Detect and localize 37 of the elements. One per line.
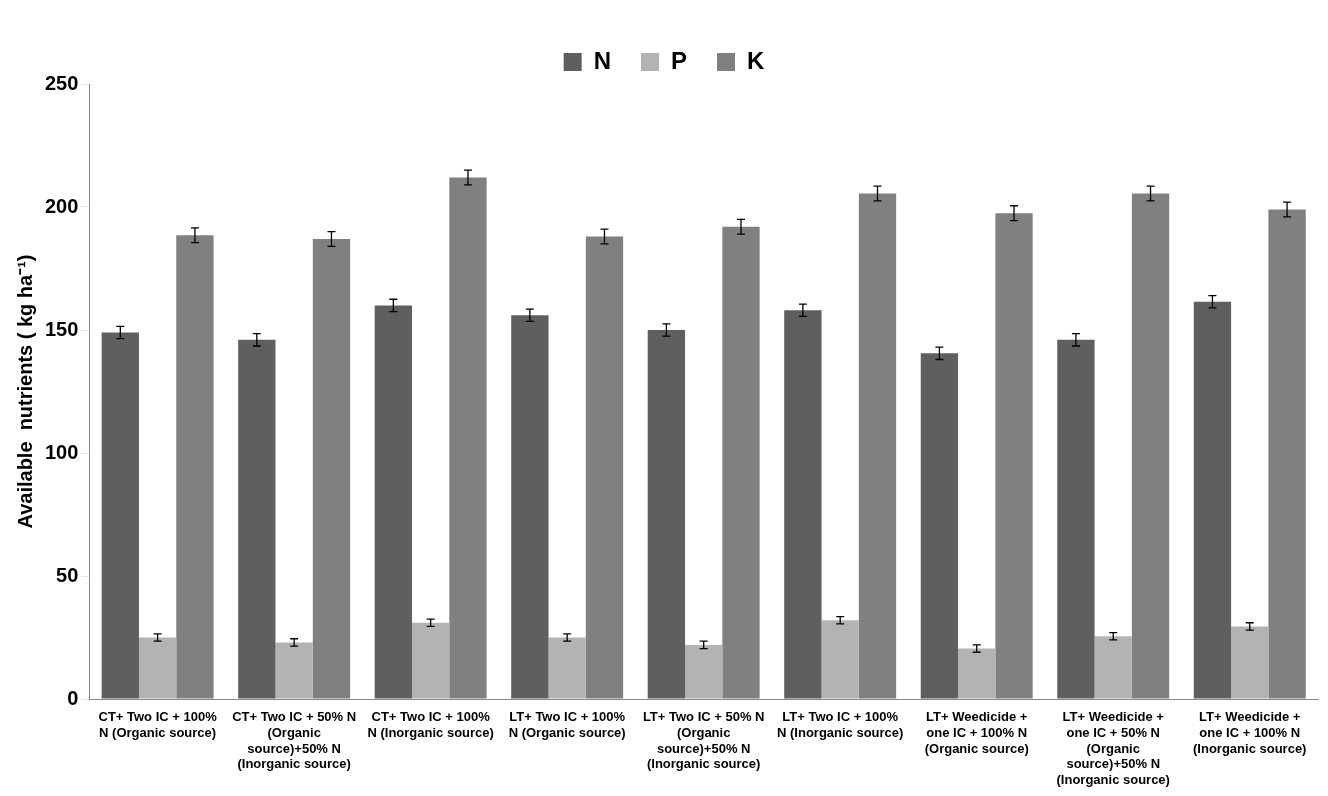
bar xyxy=(374,305,412,699)
bar xyxy=(1057,339,1095,699)
bar xyxy=(1193,301,1232,699)
legend-label: K xyxy=(747,46,765,74)
x-tick-label: LT+ Two IC + 50% N (Organic source)+50% N (Inorganic source) xyxy=(642,709,765,772)
x-tick-label: LT+ Weedicide + one IC + 100% N (Organic source) xyxy=(924,709,1029,756)
legend-label: P xyxy=(671,46,688,74)
bar xyxy=(1231,626,1269,699)
bar xyxy=(511,315,549,699)
x-tick-label: LT+ Two IC + 100% N (Organic source) xyxy=(508,709,626,740)
y-tick-label: 50 xyxy=(56,563,79,586)
bar xyxy=(920,353,959,699)
bar xyxy=(548,637,586,699)
bar xyxy=(238,339,276,699)
y-tick-label: 100 xyxy=(44,440,79,463)
y-tick-label: 150 xyxy=(44,317,79,340)
y-tick-label: 250 xyxy=(44,71,79,94)
bar xyxy=(138,637,177,699)
x-tick-label: CT+ Two IC + 100% N (Organic source) xyxy=(98,709,218,740)
bar xyxy=(647,330,686,699)
legend-label: N xyxy=(593,46,612,74)
y-axis-title: Available nutrients ( kg ha⁻¹) xyxy=(13,254,36,529)
bar xyxy=(412,622,450,699)
x-tick-label: LT+ Weedicide + one IC + 100% N (Inorganic source) xyxy=(1193,709,1307,756)
bar xyxy=(958,648,996,699)
bar xyxy=(784,310,822,699)
bar xyxy=(821,620,859,699)
bar xyxy=(275,642,313,699)
bar xyxy=(1094,636,1132,699)
y-tick-label: 0 xyxy=(67,686,79,709)
x-tick-label: CT+ Two IC + 50% N (Organic source)+50% N (Inorganic source) xyxy=(232,709,357,772)
x-tick-label: LT+ Two IC + 100% N (Inorganic source) xyxy=(776,709,904,740)
bar xyxy=(101,332,139,699)
y-tick-label: 200 xyxy=(44,194,79,217)
x-tick-label: LT+ Weedicide + one IC + 50% N (Organic source)+50% N (Inorganic source) xyxy=(1056,709,1170,787)
x-tick-label: CT+ Two IC + 100% N (Inorganic source) xyxy=(367,709,494,740)
bar xyxy=(685,644,723,699)
